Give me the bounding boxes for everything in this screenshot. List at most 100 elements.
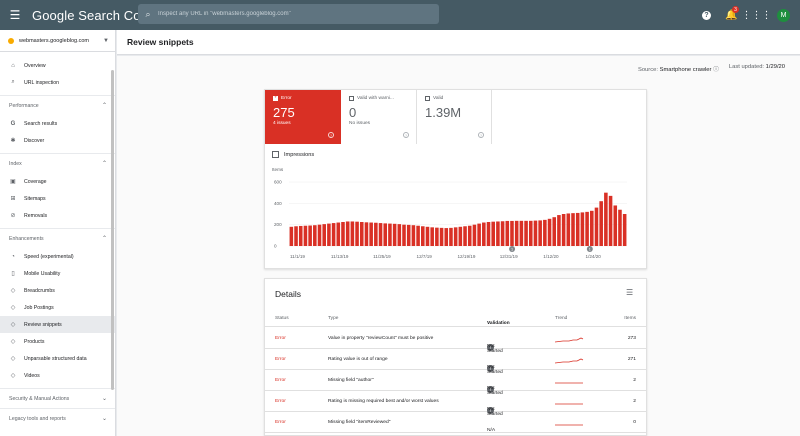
annotation-marker[interactable] (509, 246, 516, 252)
sidebar-item-mobile-usability[interactable]: ▯ Mobile Usability (0, 265, 115, 282)
chart-bar[interactable] (364, 222, 369, 246)
help-button[interactable]: ? (694, 0, 719, 30)
app-brand[interactable]: Google Search Console (32, 7, 173, 23)
sidebar-item-unparsable[interactable]: ◇ Unparsable structured data (0, 350, 115, 367)
chart-bar[interactable] (374, 222, 378, 246)
sidebar-scrollbar[interactable] (111, 70, 114, 390)
col-status[interactable]: Status (275, 316, 289, 321)
chart-bar[interactable] (369, 222, 373, 246)
chart-bar[interactable] (622, 214, 627, 246)
notifications-button[interactable]: 🔔 3 (719, 0, 744, 30)
chart-bar[interactable] (406, 224, 411, 246)
chart-bar[interactable] (519, 220, 524, 246)
section-security[interactable]: Security & Manual Actions ⌄ (0, 388, 115, 408)
chart-bar[interactable] (482, 222, 486, 246)
hamburger-menu-icon[interactable]: ☰ (9, 8, 21, 22)
apps-button[interactable]: ⋮⋮⋮ (742, 0, 772, 30)
chart-bar[interactable] (575, 212, 580, 246)
chart-bar[interactable] (528, 220, 533, 246)
chart-bar[interactable] (585, 211, 589, 246)
chart-bar[interactable] (566, 213, 571, 246)
col-items[interactable]: Items (624, 316, 636, 321)
chart-bar[interactable] (411, 225, 416, 246)
sidebar-item-removals[interactable]: ⊘ Removals (0, 207, 115, 224)
chart-bar[interactable] (486, 222, 491, 246)
impressions-checkbox[interactable] (272, 151, 279, 158)
chart-bar[interactable] (514, 220, 519, 246)
chart-bar[interactable] (421, 226, 425, 246)
source-help-icon[interactable]: ⓘ (713, 67, 719, 73)
chart-bar[interactable] (604, 192, 608, 246)
chart-bar[interactable] (608, 195, 613, 246)
table-row[interactable]: Error Rating is missing required best and… (265, 391, 646, 417)
chart-bar[interactable] (345, 221, 350, 246)
url-inspection-input[interactable] (158, 11, 428, 17)
chart-bar[interactable] (350, 221, 355, 246)
chart-bar[interactable] (477, 223, 481, 246)
chart-bar[interactable] (580, 212, 585, 246)
chart-bar[interactable] (378, 223, 383, 246)
chart-bar[interactable] (402, 224, 406, 246)
sidebar-item-videos[interactable]: ◇ Videos (0, 367, 115, 384)
chart-bar[interactable] (472, 224, 477, 246)
chart-bar[interactable] (425, 226, 430, 246)
warning-stat-tab[interactable]: Valid with warni... 0 No issues ? (341, 90, 417, 144)
chart-bar[interactable] (298, 225, 303, 246)
col-trend[interactable]: Trend (555, 316, 568, 321)
chart-bar[interactable] (505, 220, 510, 246)
chart-bar[interactable] (561, 214, 566, 246)
chart-bar[interactable] (552, 217, 557, 246)
chart-bar[interactable] (289, 226, 294, 246)
chart-bar[interactable] (308, 225, 312, 246)
help-icon[interactable]: ? (328, 132, 334, 138)
sidebar-item-search-results[interactable]: G Search results (0, 115, 115, 132)
chart-bar[interactable] (303, 225, 308, 246)
sidebar-item-overview[interactable]: ⌂ Overview (0, 57, 115, 74)
chart-bar[interactable] (336, 222, 341, 246)
col-type[interactable]: Type (328, 316, 339, 321)
chart-bar[interactable] (388, 223, 392, 246)
chart-bar[interactable] (538, 220, 542, 246)
chart-bar[interactable] (397, 224, 402, 246)
impressions-toggle[interactable]: Impressions (272, 151, 314, 158)
chart-bar[interactable] (524, 220, 528, 246)
chart-bar[interactable] (510, 220, 514, 246)
chart-bar[interactable] (331, 223, 336, 246)
chart-bar[interactable] (599, 201, 603, 246)
chart-bar[interactable] (392, 223, 397, 246)
chart-bar[interactable] (435, 227, 439, 246)
valid-stat-tab[interactable]: Valid 1.39M ? (417, 90, 492, 144)
chart-bar[interactable] (547, 218, 552, 246)
section-legacy-tools[interactable]: Legacy tools and reports ⌄ (0, 408, 115, 428)
chart-bar[interactable] (355, 221, 359, 246)
valid-checkbox[interactable] (425, 96, 430, 101)
sidebar-item-job-postings[interactable]: ◇ Job Postings (0, 299, 115, 316)
chart-bar[interactable] (327, 223, 331, 246)
chart-bar[interactable] (294, 226, 298, 246)
table-row[interactable]: Error Rating value is out of range! Not St… (265, 349, 646, 375)
chart-bar[interactable] (467, 225, 472, 246)
chart-bar[interactable] (453, 227, 458, 246)
chart-bar[interactable] (463, 226, 467, 246)
chart-bar[interactable] (322, 224, 326, 246)
chart-bar[interactable] (359, 222, 364, 246)
sidebar-item-speed[interactable]: ◔ Speed (experimental) (0, 248, 115, 265)
error-checkbox[interactable] (273, 94, 278, 101)
chart-bar[interactable] (341, 222, 345, 246)
section-enhancements[interactable]: Enhancements ⌃ (0, 228, 115, 248)
chart-bar[interactable] (557, 215, 561, 246)
sidebar-item-sitemaps[interactable]: ⊞ Sitemaps (0, 190, 115, 207)
property-selector[interactable]: webmasters.googleblog.com ▼ (0, 30, 115, 52)
chart-bar[interactable] (449, 227, 453, 246)
chart-bar[interactable] (590, 210, 594, 246)
chart-bar[interactable] (491, 221, 495, 246)
filter-icon[interactable]: ☰ (626, 288, 634, 297)
chart-bar[interactable] (430, 227, 434, 246)
annotation-marker[interactable] (586, 246, 593, 252)
chart-bar[interactable] (383, 223, 388, 246)
sidebar-item-coverage[interactable]: ▣ Coverage (0, 173, 115, 190)
section-index[interactable]: Index ⌃ (0, 153, 115, 173)
chart-bar[interactable] (416, 225, 420, 246)
chart-bar[interactable] (594, 207, 599, 246)
chart-bar[interactable] (496, 221, 500, 246)
